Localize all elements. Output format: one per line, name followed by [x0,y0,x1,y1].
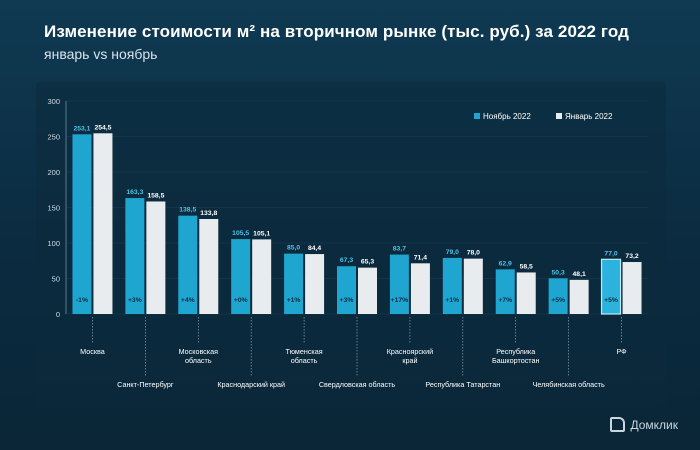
bar-january [569,279,589,314]
house-icon [610,417,626,432]
value-label-january: 71,4 [414,254,427,261]
change-label: +5% [551,297,565,304]
legend-label-jan: Январь 2022 [565,112,613,121]
bar-november [442,257,462,314]
brand-logo: Домклик [610,417,678,432]
bar-january [199,219,219,314]
category-label: Челябинская область [533,380,605,389]
category-label: Московская [179,347,219,356]
bar-january [410,263,430,314]
bar-november [548,278,568,314]
y-tick-label: 100 [47,239,60,248]
category-label: Красноярский [387,347,433,356]
bar-november [600,258,622,315]
value-label-november: 62,9 [499,260,512,267]
value-label-november: 79,0 [446,249,459,256]
y-tick-label: 250 [47,133,60,142]
bar-january [358,267,377,314]
bar-november [337,266,356,314]
category-label: Республика [496,347,535,356]
value-label-november: 163,3 [126,189,143,196]
value-label-november: 85,0 [287,245,300,252]
category-label: область [291,356,318,365]
change-label: +4% [181,297,195,304]
chart-title: Изменение стоимости м² на вторичном рынк… [44,22,630,41]
value-label-november: 77,0 [604,250,617,257]
category-label: край [402,356,417,365]
brand-name: Домклик [630,417,678,432]
legend-swatch-jan [556,113,562,119]
bar-november [125,198,145,314]
bar-january [252,239,272,314]
y-tick-label: 50 [52,275,60,284]
category-label: Свердловская область [319,380,396,389]
bar-november [72,134,92,314]
change-label: +0% [234,297,248,304]
bar-november [284,253,304,314]
change-label: +7% [498,297,512,304]
value-label-january: 158,5 [147,192,164,199]
category-label: область [185,356,212,365]
value-label-november: 105,5 [232,230,249,237]
change-label: +3% [340,297,354,304]
change-label: +3% [128,297,142,304]
change-label: +17% [391,297,409,304]
chart-subtitle: январь vs ноябрь [44,46,158,62]
category-label: РФ [616,347,627,356]
change-label: +1% [287,297,301,304]
bar-november [231,239,251,314]
category-label: Республика Татарстан [425,380,500,389]
value-label-january: 254,5 [94,124,111,131]
category-label: Тюменская [286,347,323,356]
value-label-january: 65,3 [361,259,374,266]
legend-swatch-nov [474,113,480,119]
y-tick-label: 150 [47,204,60,213]
change-label: -1% [76,297,88,304]
category-label: Башкортостан [492,356,540,365]
bar-january [622,262,642,314]
bar-november [389,254,409,314]
category-label: Краснодарский край [217,380,285,389]
bar-january [463,258,483,314]
value-label-january: 58,5 [520,263,533,270]
y-tick-label: 200 [47,168,60,177]
bar-november [178,215,198,314]
change-label: +1% [445,297,459,304]
value-label-november: 50,3 [552,269,565,276]
change-label: +5% [604,297,618,304]
value-label-january: 78,0 [467,250,480,257]
bar-january [305,254,325,314]
bar-january [146,201,166,314]
value-label-november: 67,3 [340,257,353,264]
y-tick-label: 0 [56,310,60,319]
value-label-january: 84,4 [308,245,321,252]
bar-january [516,272,536,314]
value-label-november: 253,1 [73,125,90,132]
value-label-january: 133,8 [200,210,217,217]
bar-november [495,269,515,314]
value-label-january: 48,1 [573,271,586,278]
value-label-november: 138,5 [179,207,196,214]
bar-january [93,133,113,314]
category-label: Санкт-Петербург [117,380,174,389]
legend-label-nov: Ноябрь 2022 [483,112,531,121]
value-label-november: 83,7 [393,246,406,253]
y-tick-label: 300 [47,97,60,106]
value-label-january: 73,2 [625,253,638,260]
category-label: Москва [80,347,105,356]
value-label-january: 105,1 [253,230,270,237]
